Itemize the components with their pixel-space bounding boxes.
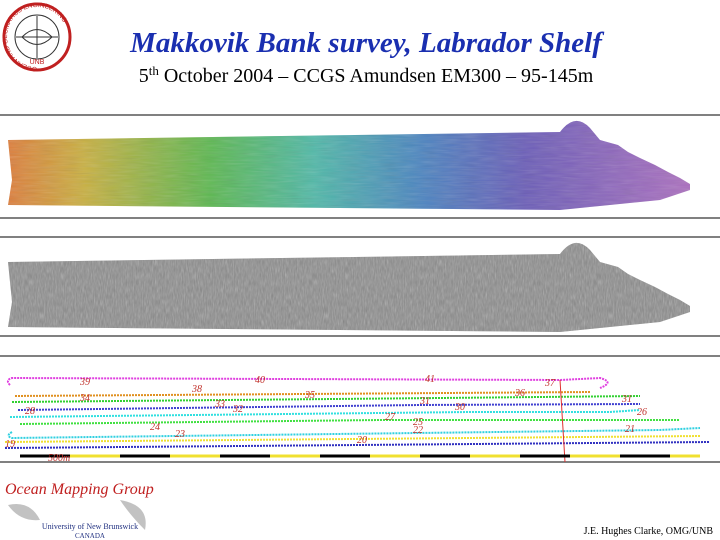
track-label: 34 xyxy=(79,393,90,404)
track-label: 23 xyxy=(175,429,185,440)
track-label: 31 xyxy=(419,396,430,407)
credit: J.E. Hughes Clarke, OMG/UNB xyxy=(584,526,714,537)
track-label: 30 xyxy=(454,402,465,413)
scale-label: 500m xyxy=(48,453,70,464)
track-label: 20 xyxy=(357,435,367,446)
logo-text: UNB xyxy=(30,59,45,66)
backscatter-image xyxy=(8,242,690,332)
track-label: 27 xyxy=(385,412,396,423)
track-label: 32 xyxy=(232,404,243,415)
track-label: 21 xyxy=(625,424,635,435)
subtitle-day: 5 xyxy=(139,65,149,87)
track-label: 36 xyxy=(514,388,525,399)
track-label: 38 xyxy=(191,384,202,395)
track-label: 40 xyxy=(255,375,265,386)
group-name: Ocean Mapping Group xyxy=(5,481,154,498)
university: University of New Brunswick xyxy=(42,522,138,531)
track-label: 31 xyxy=(621,394,632,405)
subtitle-suffix: th xyxy=(149,63,160,78)
subtitle-rest: October 2004 – CCGS Amundsen EM300 – 95-… xyxy=(159,65,594,87)
track-label: 35 xyxy=(304,390,315,401)
track-label: 41 xyxy=(425,374,435,385)
footer-logo: Ocean Mapping Group University of New Br… xyxy=(5,481,154,540)
track-label: 37 xyxy=(544,378,556,389)
track-lines xyxy=(4,376,711,463)
track-label: 22 xyxy=(413,425,423,436)
track-label: 28 xyxy=(25,406,35,417)
track-label: 24 xyxy=(150,422,160,433)
track-label: 39 xyxy=(79,377,90,388)
title: Makkovik Bank survey, Labrador Shelf xyxy=(129,27,605,59)
logo: OCEAN AND GEOMATICS ENGINEERING UNB xyxy=(2,2,72,72)
track-label: 25 xyxy=(413,417,423,428)
track-label: 33 xyxy=(214,399,225,410)
frames xyxy=(0,114,720,463)
country: CANADA xyxy=(75,532,105,540)
bathymetry-image xyxy=(8,120,690,210)
track-label: 19 xyxy=(5,439,15,450)
track-label: 26 xyxy=(637,407,647,418)
subtitle: 5th October 2004 – CCGS Amundsen EM300 –… xyxy=(139,63,594,87)
